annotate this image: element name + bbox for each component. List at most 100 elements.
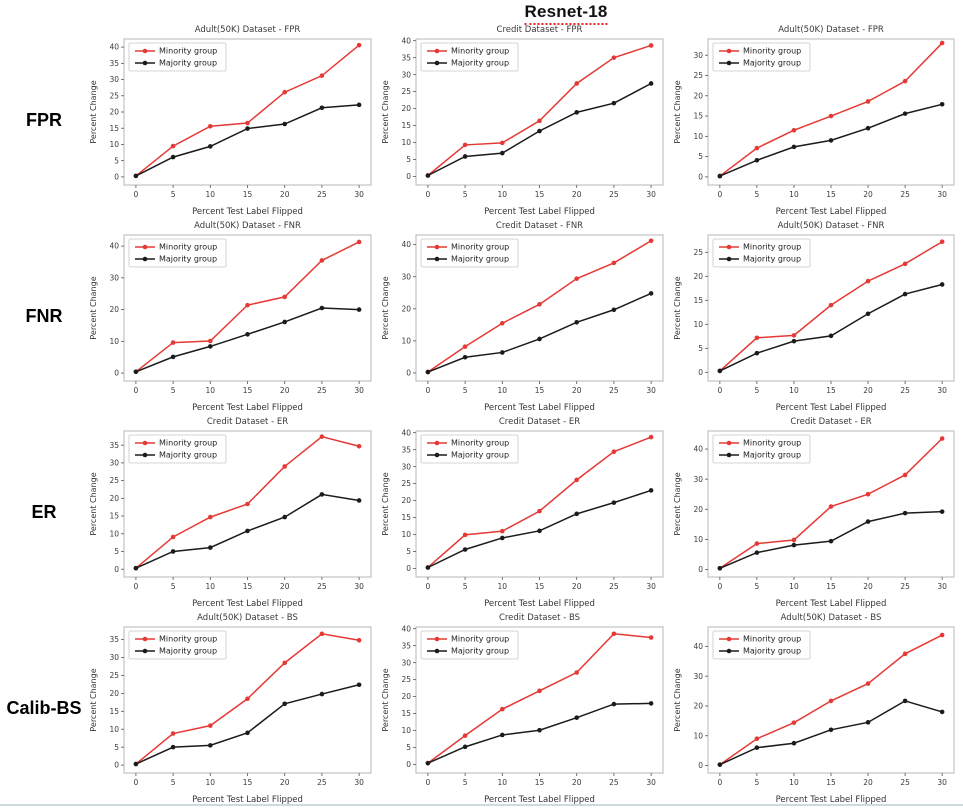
chart-cell-5: Credit Dataset - FNR 0 5 10 15 20 25 30 0 10 20 30 4… <box>380 218 672 414</box>
data-point <box>902 651 908 657</box>
svg-text:10: 10 <box>401 138 411 147</box>
data-point <box>133 173 139 179</box>
svg-text:10: 10 <box>498 778 508 787</box>
svg-text:15: 15 <box>243 778 253 787</box>
svg-text:0: 0 <box>698 172 703 181</box>
legend-label: Minority group <box>451 243 509 252</box>
data-point <box>828 504 834 509</box>
svg-text:20: 20 <box>109 108 119 117</box>
legend-marker <box>726 648 732 654</box>
chart-title: Adult(50K) Dataset - FPR <box>778 25 884 35</box>
legend-label: Majority group <box>451 451 509 460</box>
svg-text:10: 10 <box>109 337 119 346</box>
svg-text:30: 30 <box>354 190 364 199</box>
row-label-fpr: FPR <box>26 109 62 130</box>
svg-text:25: 25 <box>317 778 327 787</box>
legend-marker <box>142 48 148 54</box>
svg-text:20: 20 <box>693 505 703 514</box>
svg-text:5: 5 <box>755 190 760 199</box>
data-point <box>611 100 617 106</box>
x-axis-label: Percent Test Label Flipped <box>776 795 887 805</box>
svg-text:10: 10 <box>109 140 119 149</box>
data-point <box>319 434 325 439</box>
svg-text:30: 30 <box>937 778 947 787</box>
data-point <box>208 144 213 149</box>
legend-marker <box>142 60 148 66</box>
legend-marker <box>434 256 440 262</box>
data-point <box>133 565 139 571</box>
data-point <box>865 720 871 725</box>
data-point <box>611 631 617 637</box>
row-label-calib-bs: Calib-BS <box>6 697 82 718</box>
data-point <box>754 736 760 742</box>
data-point <box>754 145 760 151</box>
legend-label: Majority group <box>159 59 217 68</box>
data-point <box>245 528 250 534</box>
svg-text:20: 20 <box>693 272 703 281</box>
data-point <box>356 239 362 245</box>
data-point <box>791 338 797 344</box>
svg-text:10: 10 <box>401 726 411 735</box>
data-point <box>500 320 505 326</box>
legend-box <box>712 238 811 268</box>
legend-label: Majority group <box>743 255 801 264</box>
data-point <box>791 333 797 338</box>
svg-text:15: 15 <box>243 386 253 395</box>
svg-text:15: 15 <box>826 190 836 199</box>
svg-text:15: 15 <box>109 124 119 133</box>
chart-cell-11: Credit Dataset - BS 0 5 10 15 20 25 30 0 5 10 15 20 2… <box>380 610 672 806</box>
svg-text:30: 30 <box>109 75 119 84</box>
data-point <box>828 698 834 704</box>
svg-text:0: 0 <box>426 386 431 395</box>
data-point <box>245 332 250 337</box>
chart-cell-1: Adult(50K) Dataset - FPR 0 5 10 15 20 25 30 0 5 10… <box>88 22 380 218</box>
data-point <box>282 464 287 469</box>
data-point <box>574 670 579 675</box>
chart-svg: Adult(50K) Dataset - FPR 0 5 10 15 20 25 30 0 5 10… <box>673 25 955 217</box>
chart-title: Adult(50K) Dataset - BS <box>781 613 882 623</box>
legend-label: Majority group <box>743 59 801 68</box>
legend-marker <box>434 648 440 654</box>
x-axis-label: Percent Test Label Flipped <box>484 403 595 413</box>
data-point <box>462 733 468 738</box>
data-point <box>791 537 797 543</box>
data-point <box>282 121 287 127</box>
svg-text:10: 10 <box>206 190 216 199</box>
legend-label: Minority group <box>159 439 217 448</box>
chart-svg: Credit Dataset - ER 0 5 10 15 20 25 30 0 5 10 15 20 2… <box>381 417 664 609</box>
svg-text:30: 30 <box>693 51 703 60</box>
svg-text:25: 25 <box>317 190 327 199</box>
data-point <box>500 535 505 541</box>
svg-text:15: 15 <box>535 582 545 591</box>
svg-text:15: 15 <box>401 121 411 130</box>
data-point <box>828 727 834 733</box>
svg-text:0: 0 <box>717 386 722 395</box>
data-point <box>319 258 325 263</box>
svg-text:10: 10 <box>789 190 799 199</box>
svg-text:5: 5 <box>755 386 760 395</box>
data-point <box>902 78 908 84</box>
data-point <box>939 709 945 715</box>
svg-text:30: 30 <box>354 778 364 787</box>
y-axis-label: Percent Change <box>673 80 682 143</box>
svg-text:40: 40 <box>401 624 411 633</box>
svg-text:20: 20 <box>863 778 873 787</box>
data-point <box>425 565 431 570</box>
legend-label: Majority group <box>159 255 217 264</box>
chart-title: Credit Dataset - BS <box>499 613 580 623</box>
data-point <box>462 344 468 349</box>
svg-text:35: 35 <box>109 441 119 450</box>
svg-text:30: 30 <box>646 582 656 591</box>
legend-marker <box>142 256 148 262</box>
data-point <box>500 528 505 534</box>
data-point <box>245 120 250 126</box>
svg-text:0: 0 <box>114 565 119 574</box>
legend-label: Minority group <box>743 47 801 56</box>
data-point <box>865 311 871 317</box>
svg-text:25: 25 <box>609 582 619 591</box>
legend-box <box>420 630 519 660</box>
data-point <box>208 338 213 344</box>
svg-text:10: 10 <box>109 725 119 734</box>
svg-text:15: 15 <box>243 190 253 199</box>
svg-text:30: 30 <box>937 386 947 395</box>
